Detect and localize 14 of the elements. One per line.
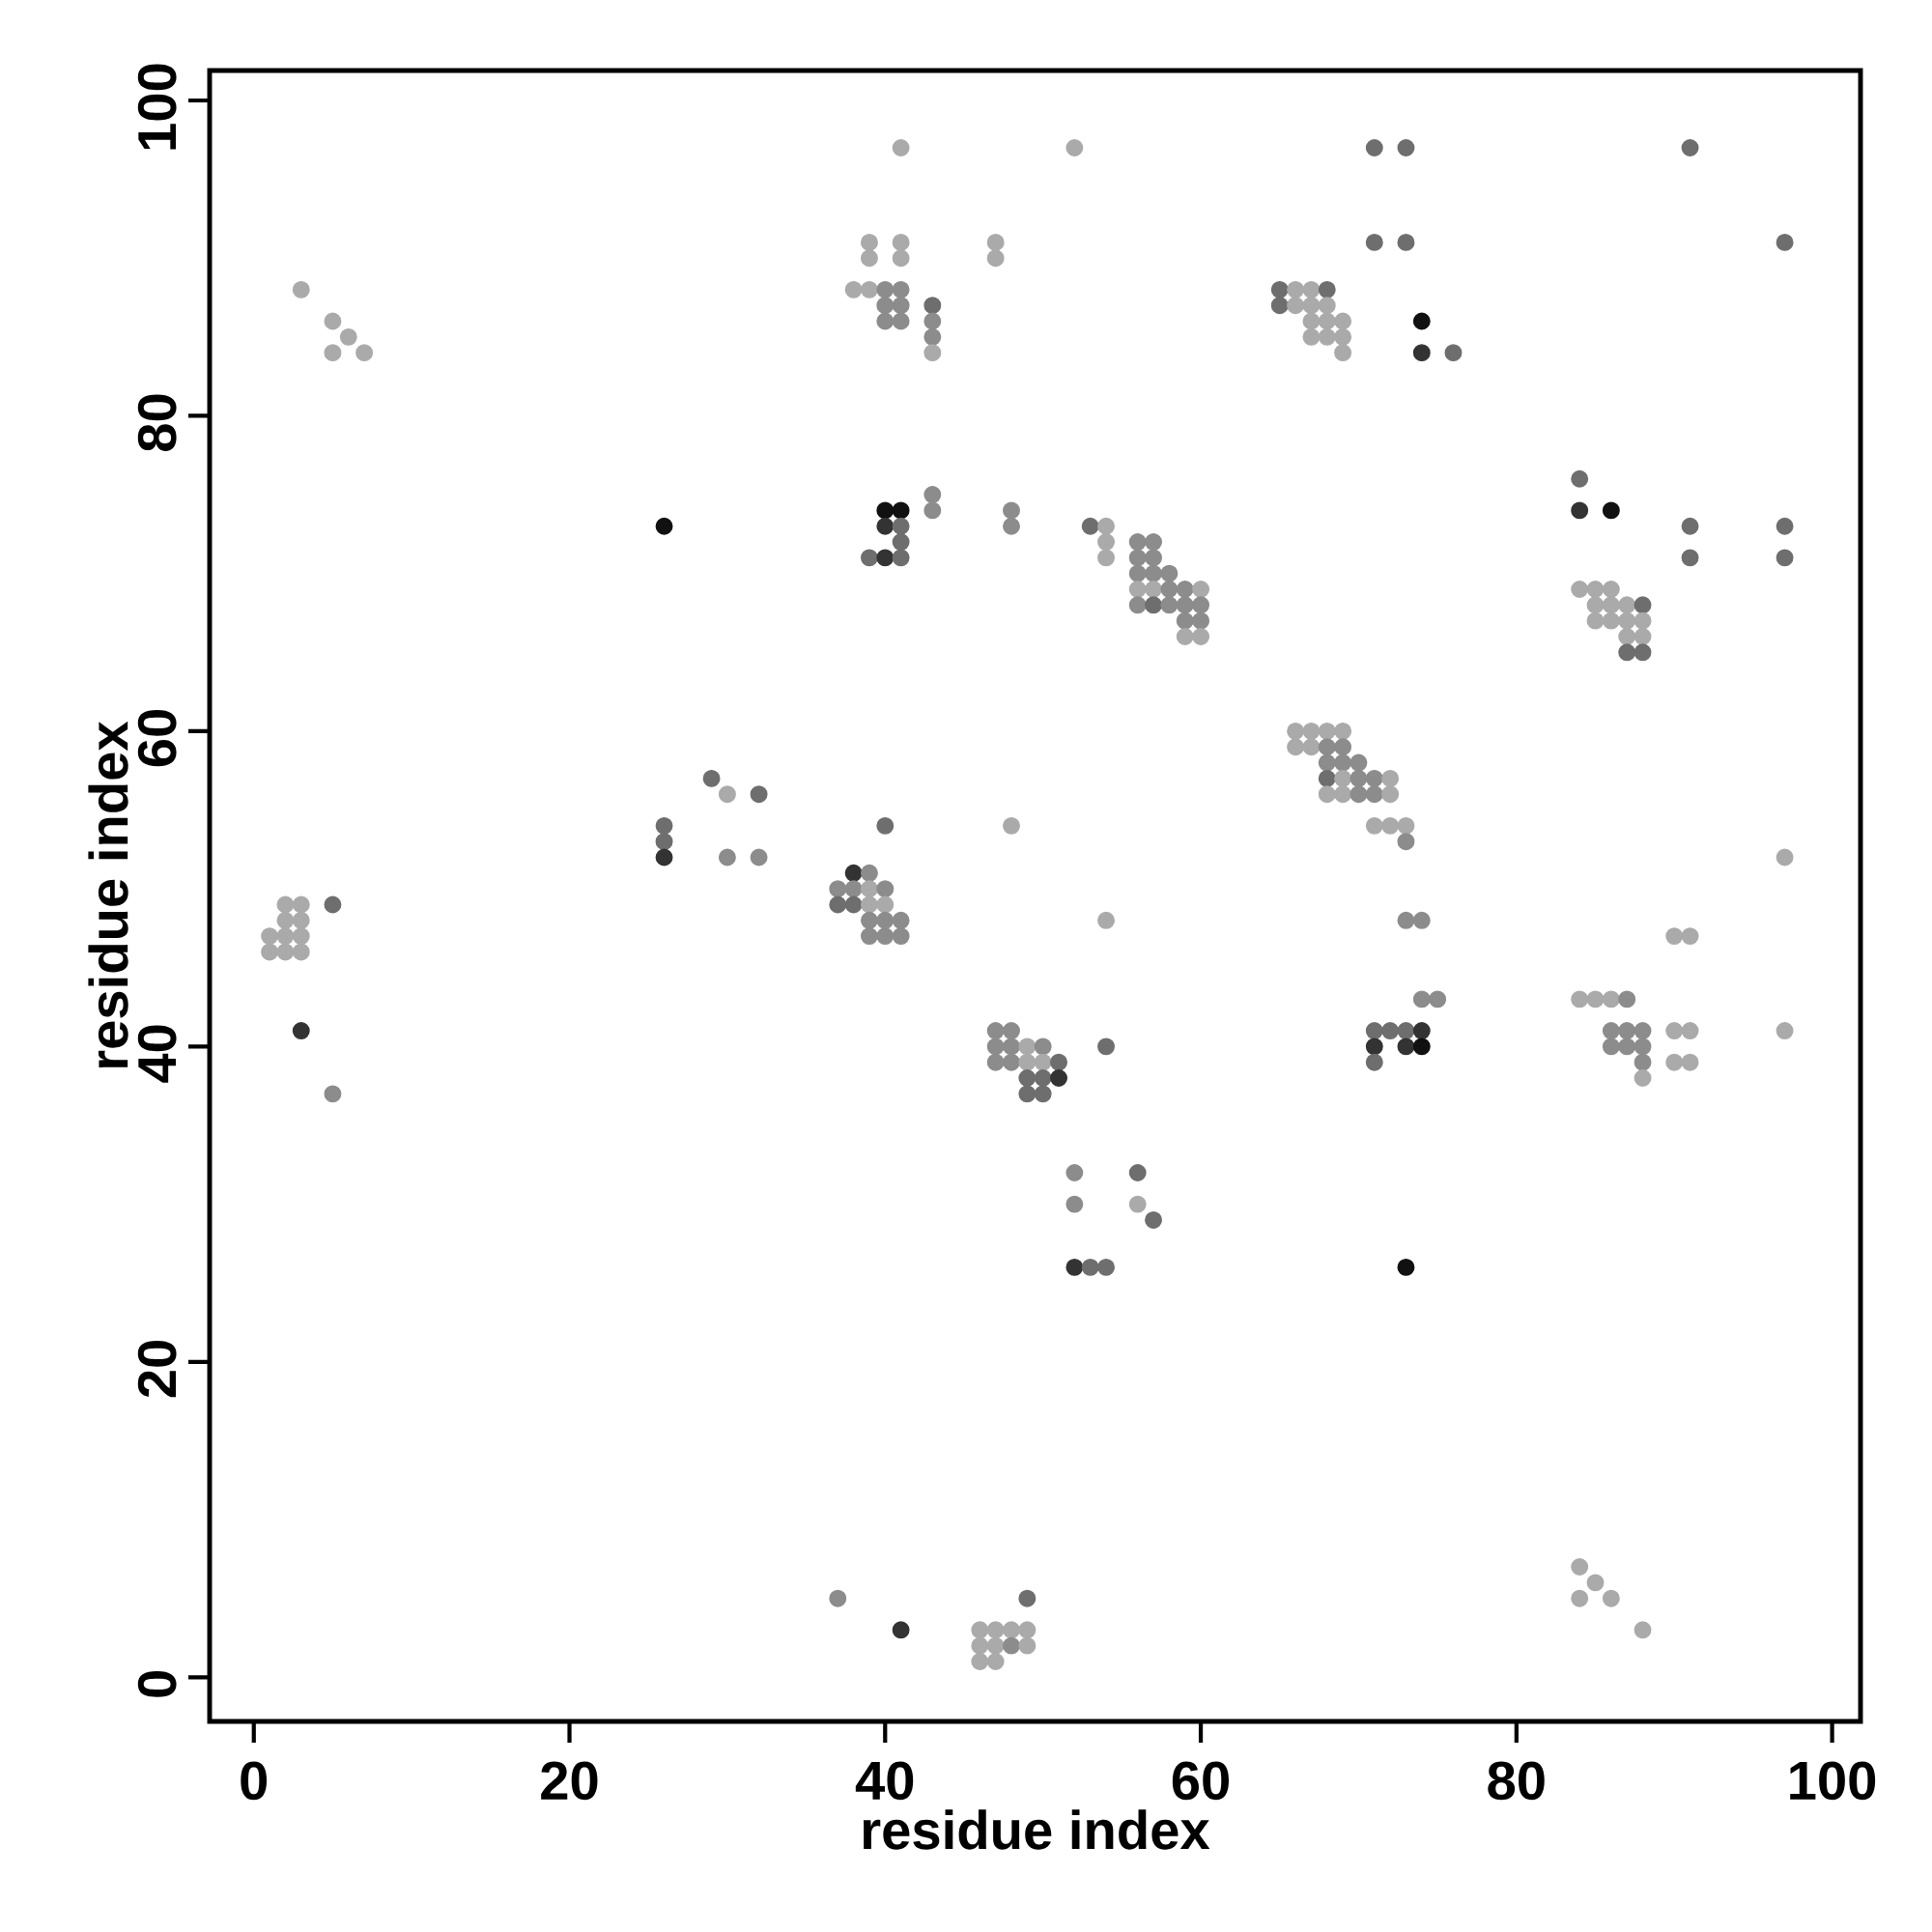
x-tick-label: 20 [541, 1761, 598, 1801]
x-tick-label: 100 [1790, 1761, 1876, 1801]
x-tick-label: 60 [1172, 1761, 1229, 1801]
x-tick-label: 80 [1488, 1761, 1545, 1801]
y-tick-label: 100 [137, 64, 177, 150]
y-tick-label: 80 [137, 394, 177, 451]
y-tick-label: 40 [137, 1025, 177, 1083]
x-tick-label: 0 [241, 1761, 268, 1801]
y-axis-title: residue index [88, 721, 128, 1068]
y-tick-label: 20 [137, 1340, 177, 1398]
y-tick-label: 0 [137, 1671, 177, 1697]
x-axis-title: residue index [863, 1809, 1210, 1850]
y-tick-label: 60 [137, 710, 177, 767]
x-tick-label: 40 [855, 1761, 914, 1801]
